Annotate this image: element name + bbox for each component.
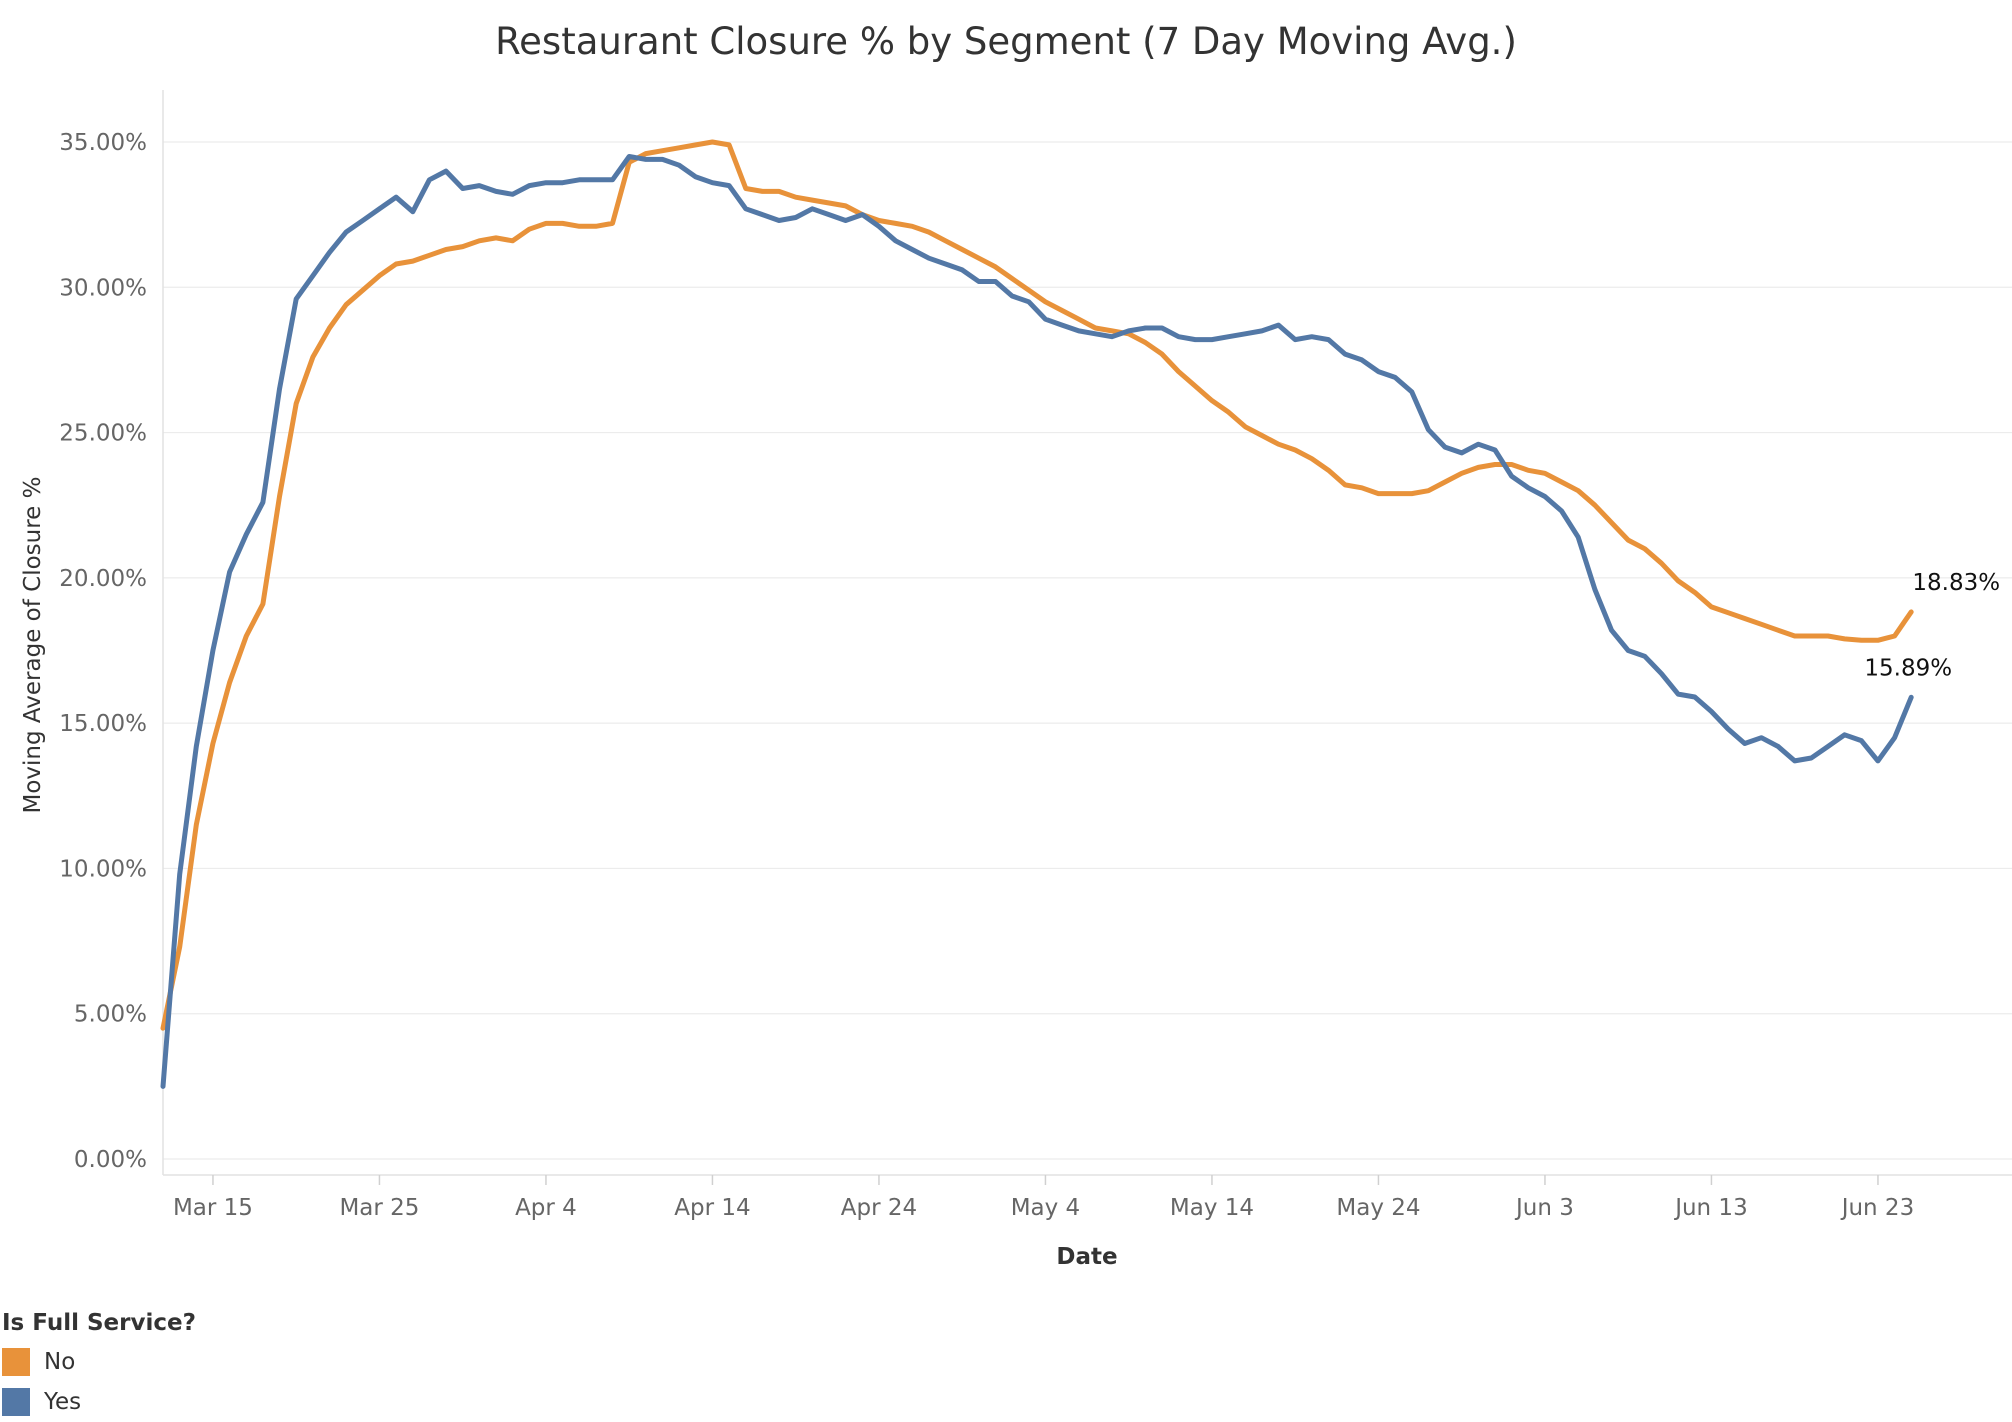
legend: Is Full Service? No Yes bbox=[2, 1310, 196, 1422]
x-tick-label: Jun 23 bbox=[1840, 1195, 1915, 1221]
x-tick-label: Jun 13 bbox=[1673, 1195, 1748, 1221]
chart-title: Restaurant Closure % by Segment (7 Day M… bbox=[495, 20, 1517, 63]
x-tick-label: Mar 15 bbox=[173, 1195, 253, 1221]
series-line-no[interactable] bbox=[160, 139, 1914, 1031]
series-lines bbox=[160, 139, 1914, 1089]
y-tick-label: 10.00% bbox=[59, 856, 147, 882]
legend-swatch-yes bbox=[2, 1388, 30, 1416]
y-tick-label: 25.00% bbox=[59, 421, 147, 447]
legend-title: Is Full Service? bbox=[2, 1310, 196, 1336]
y-tick-label: 0.00% bbox=[74, 1147, 147, 1173]
y-tick-label: 5.00% bbox=[74, 1002, 147, 1028]
y-tick-label: 30.00% bbox=[59, 275, 147, 301]
y-axis-title: Moving Average of Closure % bbox=[20, 477, 46, 814]
x-tick-label: May 4 bbox=[1011, 1195, 1081, 1221]
x-tick-label: Apr 4 bbox=[515, 1195, 577, 1221]
series-line-yes[interactable] bbox=[160, 154, 1914, 1089]
axes bbox=[162, 90, 2012, 1176]
legend-item-no[interactable]: No bbox=[2, 1342, 196, 1382]
end-label-no: 18.83% bbox=[1912, 570, 2000, 596]
end-label-yes: 15.89% bbox=[1864, 655, 1952, 681]
gridlines bbox=[163, 141, 2012, 1160]
x-axis-title: Date bbox=[1056, 1244, 1117, 1270]
x-tick-label: Mar 25 bbox=[339, 1195, 419, 1221]
x-axis-ticks: Mar 15 Mar 25 Apr 4 Apr 14 Apr 24 May 4 May 14… bbox=[173, 1175, 1915, 1221]
x-tick-label: Apr 14 bbox=[674, 1195, 750, 1221]
y-tick-label: 35.00% bbox=[59, 130, 147, 156]
x-tick-label: May 24 bbox=[1336, 1195, 1420, 1221]
legend-label-no: No bbox=[44, 1349, 76, 1375]
legend-label-yes: Yes bbox=[44, 1389, 82, 1415]
end-labels: 18.83% 15.89% bbox=[1864, 570, 2000, 681]
legend-swatch-no bbox=[2, 1348, 30, 1376]
y-tick-label: 15.00% bbox=[59, 711, 147, 737]
legend-item-yes[interactable]: Yes bbox=[2, 1382, 196, 1422]
y-tick-label: 20.00% bbox=[59, 566, 147, 592]
y-axis-ticks: 0.00% 5.00% 10.00% 15.00% 20.00% 25.00% 30.00%… bbox=[59, 130, 147, 1173]
x-tick-label: May 14 bbox=[1170, 1195, 1254, 1221]
x-tick-label: Jun 3 bbox=[1514, 1195, 1574, 1221]
x-tick-label: Apr 24 bbox=[841, 1195, 917, 1221]
